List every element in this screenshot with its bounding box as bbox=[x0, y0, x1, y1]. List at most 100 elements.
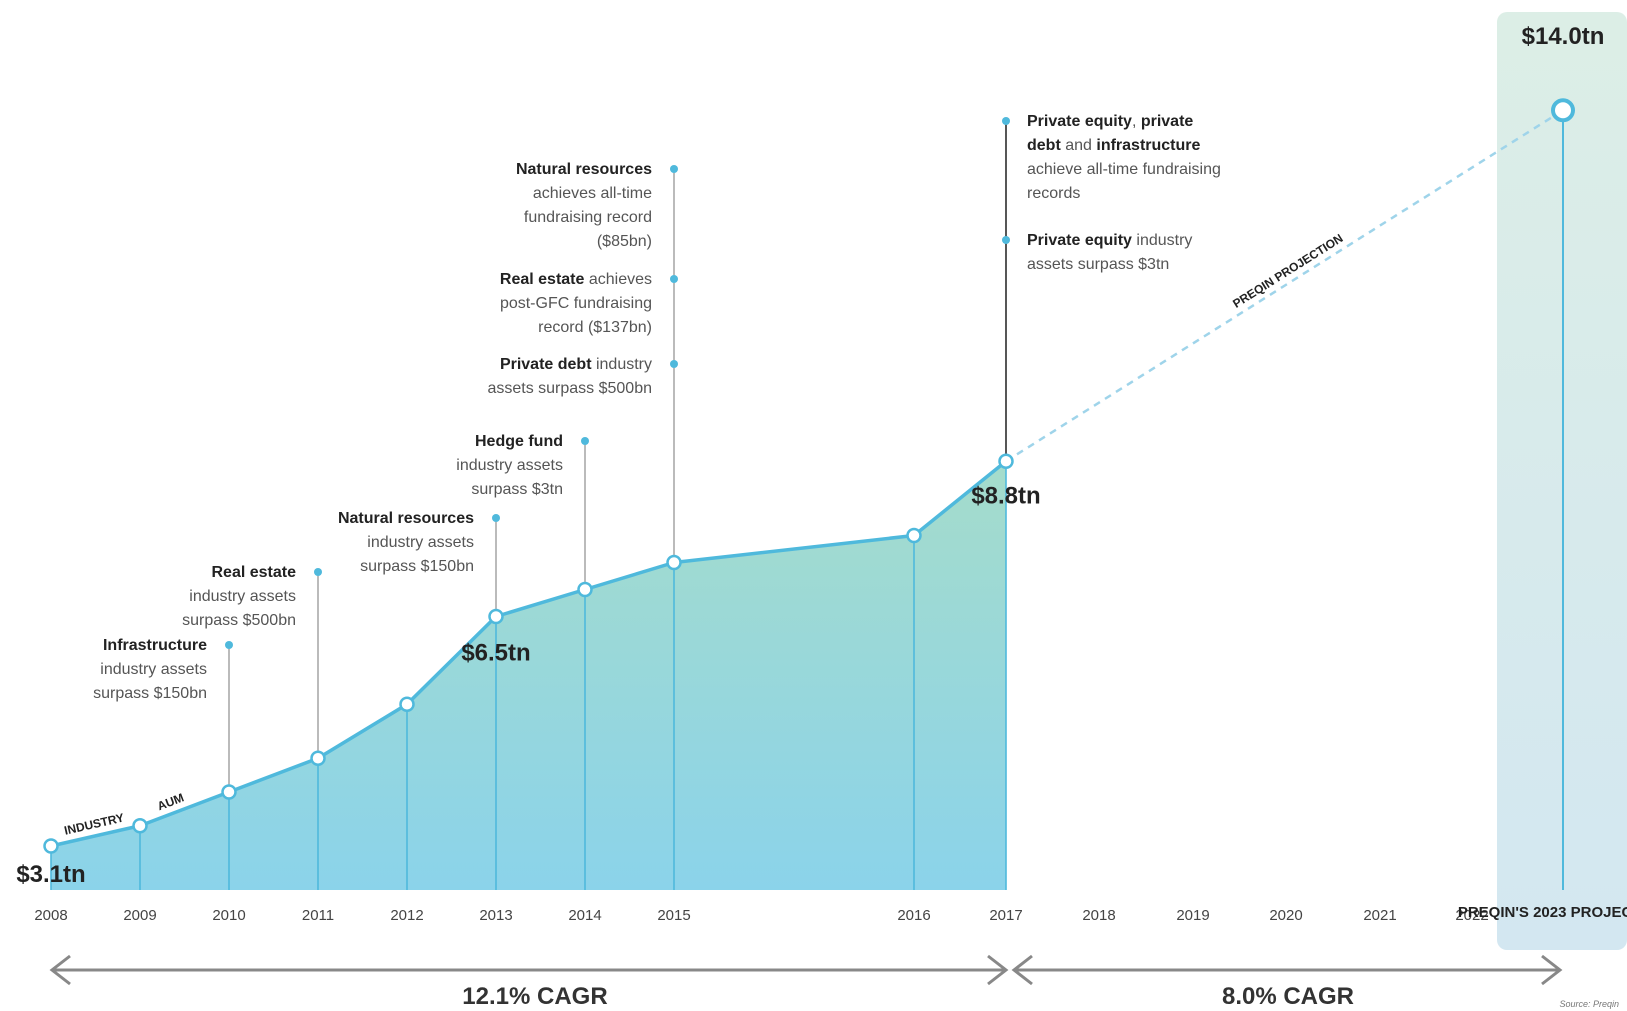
x-tick-2012: 2012 bbox=[390, 907, 423, 924]
annotation-2-line-3: surpass $500bn bbox=[182, 612, 296, 629]
x-tick-2017: 2017 bbox=[989, 907, 1022, 924]
cagr-arrowhead-right-2 bbox=[1541, 954, 1563, 986]
x-tick-2022: 2022 bbox=[1455, 907, 1488, 924]
annotation-5-line-3: fundraising record bbox=[524, 209, 652, 226]
cagr-arrowhead-right-1 bbox=[987, 954, 1009, 986]
x-tick-2015: 2015 bbox=[657, 907, 690, 924]
annotation-7-line-1-run-2: industry bbox=[592, 356, 652, 373]
annotation-7-line-2-run-1: assets surpass $500bn bbox=[487, 380, 652, 397]
annotation-9-line-1-run-2: industry bbox=[1132, 232, 1192, 249]
point-2015 bbox=[666, 554, 682, 571]
annotation-3-line-3-run-1: surpass $150bn bbox=[360, 558, 474, 575]
point-2017 bbox=[998, 453, 1014, 469]
annotation-dot-9 bbox=[1002, 236, 1010, 244]
annotation-dot-7 bbox=[670, 360, 678, 368]
annotation-6-line-2-run-1: post-GFC fundraising bbox=[500, 295, 652, 312]
point-2011 bbox=[310, 750, 326, 766]
x-tick-2014: 2014 bbox=[568, 907, 601, 924]
annotation-3-line-3: surpass $150bn bbox=[360, 558, 474, 575]
annotation-3-line-2-run-1: industry assets bbox=[367, 534, 474, 551]
annotation-dot-8 bbox=[1002, 117, 1010, 125]
annotation-6-line-3: record ($137bn) bbox=[538, 319, 652, 336]
annotation-8-line-2: debt and infrastructure bbox=[1027, 137, 1201, 154]
annotation-1-line-1-run-1: Infrastructure bbox=[103, 637, 207, 654]
annotation-6-line-2: post-GFC fundraising bbox=[500, 295, 652, 312]
annotation-4-line-1: Hedge fund bbox=[475, 433, 563, 450]
value-label-1: $3.1tn bbox=[16, 861, 85, 888]
annotation-4-line-1-run-1: Hedge fund bbox=[475, 433, 563, 450]
annotation-4-line-2-run-1: industry assets bbox=[456, 457, 563, 474]
annotation-6-line-3-run-1: record ($137bn) bbox=[538, 319, 652, 336]
x-tick-2009: 2009 bbox=[123, 907, 156, 924]
annotation-1-line-3: surpass $150bn bbox=[93, 685, 207, 702]
annotation-8-line-2-run-2: and bbox=[1061, 137, 1097, 154]
point-projection bbox=[1551, 98, 1575, 123]
annotation-1-line-3-run-1: surpass $150bn bbox=[93, 685, 207, 702]
projection-line bbox=[1005, 109, 1564, 463]
annotation-9-line-1-run-1: Private equity bbox=[1027, 232, 1132, 249]
annotation-5-line-4: ($85bn) bbox=[597, 233, 652, 250]
annotation-8-line-3: achieve all-time fundraising bbox=[1027, 161, 1221, 178]
annotation-9-line-2: assets surpass $3tn bbox=[1027, 256, 1169, 273]
annotation-dot-1 bbox=[225, 641, 233, 649]
annotation-2-line-3-run-1: surpass $500bn bbox=[182, 612, 296, 629]
annotation-7-line-1-run-1: Private debt bbox=[500, 356, 592, 373]
point-2016 bbox=[906, 527, 922, 544]
annotation-7-line-1: Private debt industry bbox=[500, 356, 652, 373]
annotation-6-line-1-run-2: achieves bbox=[584, 271, 652, 288]
point-2012 bbox=[399, 696, 415, 712]
point-2009 bbox=[132, 818, 148, 834]
annotation-4-line-3-run-1: surpass $3tn bbox=[471, 481, 563, 498]
x-tick-2018: 2018 bbox=[1082, 907, 1115, 924]
annotation-4-line-3: surpass $3tn bbox=[471, 481, 563, 498]
annotation-5-line-1-run-1: Natural resources bbox=[516, 161, 652, 178]
x-tick-2013: 2013 bbox=[479, 907, 512, 924]
annotation-6-line-1: Real estate achieves bbox=[500, 271, 652, 288]
annotation-3-line-1: Natural resources bbox=[338, 510, 474, 527]
cagr-arrowhead-left-2 bbox=[1011, 954, 1033, 986]
annotation-5-line-1: Natural resources bbox=[516, 161, 652, 178]
annotation-9-line-1: Private equity industry bbox=[1027, 232, 1192, 249]
point-2008 bbox=[43, 838, 59, 854]
cagr-arrowhead-left-1 bbox=[49, 954, 71, 986]
annotation-2-line-1-run-1: Real estate bbox=[212, 564, 297, 581]
annotation-5-line-3-run-1: fundraising record bbox=[524, 209, 652, 226]
annotation-8-line-1-run-2: , bbox=[1132, 113, 1141, 130]
x-tick-2020: 2020 bbox=[1269, 907, 1302, 924]
annotation-5-line-4-run-1: ($85bn) bbox=[597, 233, 652, 250]
annotation-8-line-1-run-1: Private equity bbox=[1027, 113, 1132, 130]
value-label-4: $14.0tn bbox=[1522, 23, 1605, 50]
annotation-1-line-1: Infrastructure bbox=[103, 637, 207, 654]
x-tick-2016: 2016 bbox=[897, 907, 930, 924]
source-note: Source: Preqin bbox=[1559, 999, 1619, 1009]
annotation-8-line-4-run-1: records bbox=[1027, 185, 1080, 202]
annotation-2-line-2: industry assets bbox=[189, 588, 296, 605]
x-tick-2010: 2010 bbox=[212, 907, 245, 924]
annotation-3-line-1-run-1: Natural resources bbox=[338, 510, 474, 527]
annotation-dot-6 bbox=[670, 275, 678, 283]
point-2014 bbox=[577, 581, 593, 598]
value-label-2: $6.5tn bbox=[461, 640, 530, 667]
x-tick-2011: 2011 bbox=[302, 907, 334, 924]
x-tick-2019: 2019 bbox=[1176, 907, 1209, 924]
annotation-2-line-2-run-1: industry assets bbox=[189, 588, 296, 605]
annotation-3-line-2: industry assets bbox=[367, 534, 474, 551]
annotation-8-line-1-run-3: private bbox=[1141, 113, 1194, 130]
projection-line-label: PREQIN PROJECTION bbox=[1230, 231, 1345, 311]
annotation-dot-3 bbox=[492, 514, 500, 522]
x-tick-2021: 2021 bbox=[1363, 907, 1396, 924]
annotation-8-line-2-run-1: debt bbox=[1027, 137, 1061, 154]
annotation-8-line-4: records bbox=[1027, 185, 1080, 202]
annotation-7-line-2: assets surpass $500bn bbox=[487, 380, 652, 397]
x-tick-projection-line-1: PREQIN'S 2023 PROJECTION bbox=[1458, 904, 1627, 921]
aum-line bbox=[50, 459, 1008, 848]
annotation-8-line-2-run-3: infrastructure bbox=[1096, 137, 1200, 154]
annotation-1-line-2: industry assets bbox=[100, 661, 207, 678]
cagr-label-2: 8.0% CAGR bbox=[1222, 983, 1354, 1010]
annotation-dot-2 bbox=[314, 568, 322, 576]
point-2010 bbox=[221, 784, 237, 800]
annotation-1-line-2-run-1: industry assets bbox=[100, 661, 207, 678]
value-label-3: $8.8tn bbox=[971, 482, 1040, 509]
point-2013 bbox=[488, 608, 504, 625]
